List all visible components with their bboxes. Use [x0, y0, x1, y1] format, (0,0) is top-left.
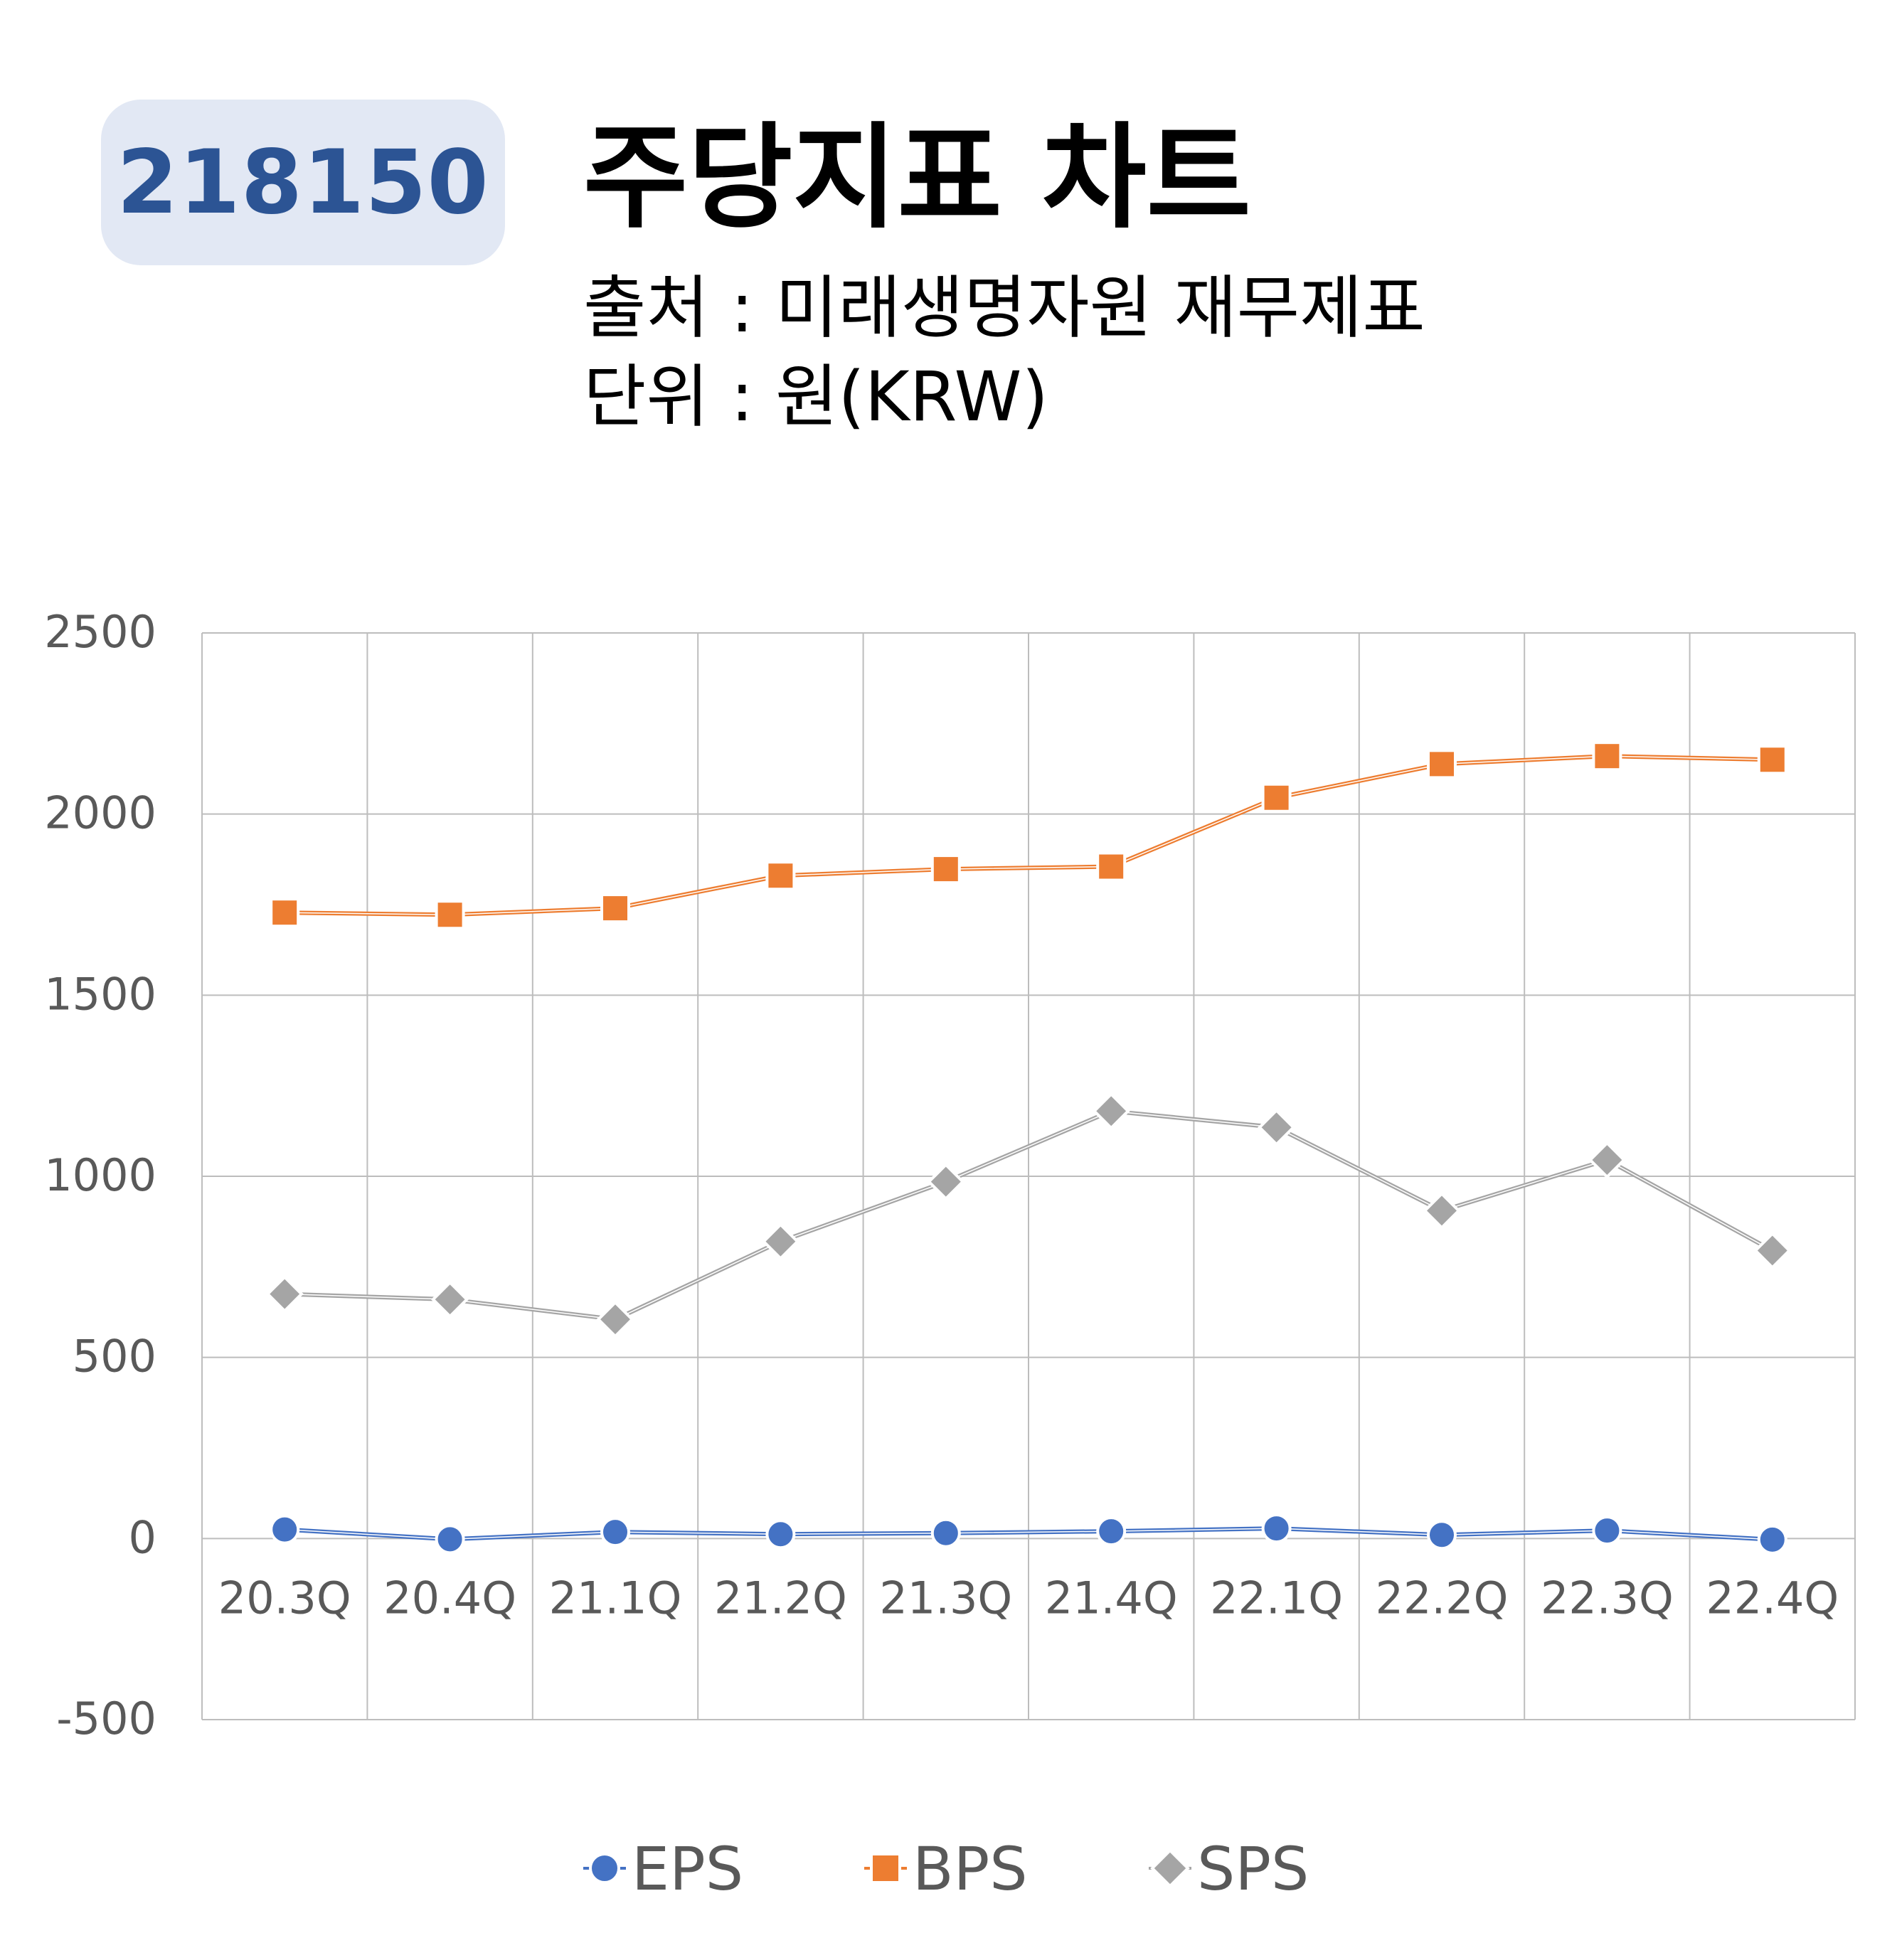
series-sps [265, 1092, 1792, 1338]
data-point [1592, 1516, 1622, 1546]
data-point [761, 1223, 799, 1261]
series [265, 741, 1792, 1555]
x-axis-ticks: 20.3Q 20.4Q 21.1Q 21.2Q 21.3Q 21.4Q 22.1Q 22.2Q… [218, 1572, 1839, 1624]
y-tick-label: 0 [129, 1511, 156, 1563]
data-point [1427, 749, 1457, 779]
y-tick-label: -500 [56, 1693, 156, 1745]
legend-item-eps: EPS [583, 1834, 743, 1904]
x-tick-label: 21.2Q [714, 1572, 847, 1624]
y-tick-label: 2500 [44, 606, 156, 658]
x-tick-label: 22.4Q [1706, 1572, 1839, 1624]
data-point [927, 1163, 965, 1201]
x-tick-label: 21.1Q [549, 1572, 682, 1624]
data-point [596, 1300, 634, 1338]
legend-marker [870, 1853, 901, 1884]
data-point [765, 861, 796, 891]
series-bps [270, 741, 1787, 930]
x-tick-label: 22.3Q [1541, 1572, 1674, 1624]
data-point [1096, 1516, 1127, 1547]
data-point [765, 1519, 796, 1550]
data-point [930, 1518, 961, 1548]
data-point [1427, 1520, 1457, 1550]
legend-item-bps: BPS [864, 1834, 1028, 1904]
legend: EPS BPS SPS [583, 1834, 1309, 1904]
legend-marker [1150, 1848, 1190, 1888]
data-point [1592, 741, 1622, 772]
data-point [270, 898, 300, 928]
data-point [1258, 1108, 1296, 1146]
data-point [1423, 1191, 1461, 1230]
stock-code-badge: 218150 [101, 100, 505, 265]
data-point [1753, 1231, 1792, 1269]
x-tick-label: 22.1Q [1210, 1572, 1343, 1624]
data-point [435, 1524, 465, 1555]
grid [201, 632, 1856, 1720]
series-line-highlight [285, 1110, 1773, 1320]
data-point [930, 854, 961, 885]
data-point [1092, 1092, 1130, 1130]
source-line: 출처 : 미래생명자원 재무제표 [583, 268, 1425, 348]
chart-title: 주당지표 차트 [583, 111, 1251, 244]
data-point [1757, 745, 1787, 775]
data-point [600, 1517, 630, 1548]
data-point [435, 900, 465, 930]
series-line-highlight [285, 755, 1773, 916]
data-point [265, 1274, 304, 1314]
data-point [431, 1280, 469, 1319]
stock-code: 218150 [117, 131, 489, 234]
x-tick-label: 21.4Q [1045, 1572, 1178, 1624]
data-point [1096, 851, 1127, 882]
y-tick-label: 1000 [44, 1149, 156, 1201]
legend-item-sps: SPS [1149, 1834, 1309, 1904]
x-tick-label: 20.3Q [218, 1572, 351, 1624]
data-point [1757, 1524, 1787, 1555]
legend-label: SPS [1197, 1834, 1309, 1904]
legend-marker [589, 1853, 620, 1884]
y-tick-label: 2000 [44, 787, 156, 839]
y-tick-label: 1500 [44, 968, 156, 1020]
y-axis-ticks: 2500 2000 1500 1000 500 0 -500 [44, 606, 156, 1745]
legend-label: BPS [913, 1834, 1028, 1904]
series-line-highlight [285, 1528, 1773, 1540]
y-tick-label: 500 [73, 1331, 156, 1383]
data-point [600, 893, 630, 924]
series-eps [270, 1513, 1787, 1555]
x-tick-label: 20.4Q [383, 1572, 516, 1624]
x-tick-label: 21.3Q [879, 1572, 1012, 1624]
data-point [270, 1514, 300, 1545]
data-point [1588, 1141, 1626, 1179]
data-point [1261, 1513, 1292, 1544]
x-tick-label: 22.2Q [1376, 1572, 1509, 1624]
data-point [1261, 782, 1292, 813]
unit-line: 단위 : 원(KRW) [583, 357, 1048, 437]
legend-label: EPS [632, 1834, 743, 1904]
